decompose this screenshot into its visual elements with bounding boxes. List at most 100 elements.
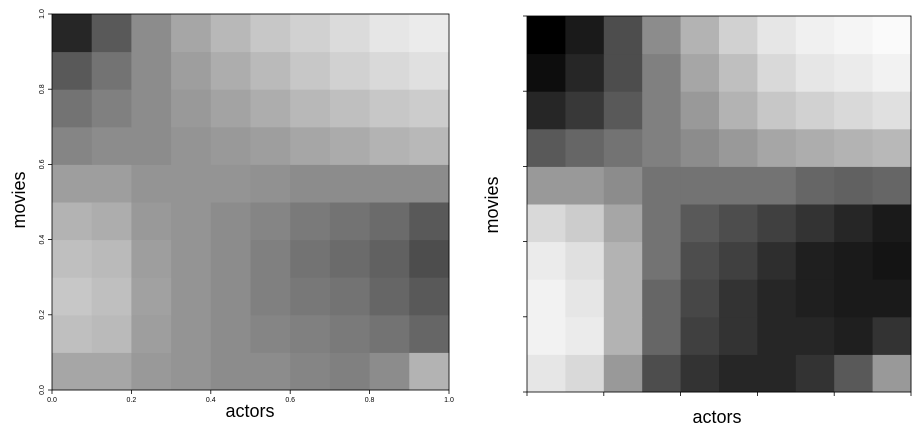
- heat-cell: [757, 91, 797, 130]
- heat-cell: [872, 166, 912, 205]
- heat-cell: [757, 53, 797, 92]
- heat-cell: [91, 51, 132, 90]
- heat-cell: [565, 16, 605, 55]
- heat-cell: [795, 316, 835, 355]
- heat-cell: [757, 316, 797, 355]
- heat-cell: [757, 16, 797, 55]
- heat-cell: [527, 204, 566, 243]
- heat-cell: [757, 128, 797, 167]
- x-tick-label: 1.0: [444, 397, 454, 404]
- heat-cell: [131, 202, 172, 241]
- heat-cell: [171, 126, 212, 165]
- heat-cell: [171, 352, 212, 391]
- heat-cell: [409, 126, 450, 165]
- heat-cell: [131, 277, 172, 316]
- heat-cell: [409, 14, 450, 53]
- heat-cell: [369, 126, 410, 165]
- heat-cell: [329, 314, 371, 353]
- heat-cell: [52, 277, 93, 316]
- heat-cell: [834, 91, 874, 130]
- heat-cell: [757, 354, 797, 393]
- heat-cell: [719, 53, 758, 92]
- heat-cell: [369, 314, 410, 353]
- y-tick-label: 1.0: [39, 9, 46, 19]
- heat-cell: [409, 314, 450, 353]
- heat-cell: [409, 51, 450, 90]
- heat-cell: [210, 164, 251, 203]
- heat-cell: [250, 14, 291, 53]
- heat-cell: [795, 16, 835, 55]
- heat-cell: [795, 166, 835, 205]
- heat-cell: [409, 202, 450, 241]
- heat-cell: [680, 241, 720, 280]
- y-tick-label: 0.4: [39, 235, 46, 245]
- heat-cell: [834, 128, 874, 167]
- heat-cell: [290, 314, 331, 353]
- x-tick-label: 0.8: [365, 397, 375, 404]
- heat-cell: [603, 204, 643, 243]
- heat-cell: [719, 204, 758, 243]
- x-tick-label: 0.0: [47, 397, 57, 404]
- heat-cell: [527, 279, 566, 318]
- heat-cell: [757, 241, 797, 280]
- heat-cell: [872, 316, 912, 355]
- heat-cell: [329, 352, 371, 391]
- heat-cell: [210, 126, 251, 165]
- heat-cell: [680, 128, 720, 167]
- heat-cell: [369, 14, 410, 53]
- heat-cell: [642, 241, 682, 280]
- heat-cell: [329, 277, 371, 316]
- heat-cell: [409, 164, 450, 203]
- heat-cell: [834, 204, 874, 243]
- heat-cell: [719, 316, 758, 355]
- y-tick-label: 0.8: [39, 84, 46, 94]
- heat-cell: [834, 279, 874, 318]
- heat-cell: [603, 241, 643, 280]
- heat-cell: [642, 204, 682, 243]
- heat-cell: [290, 202, 331, 241]
- heat-cell: [527, 241, 566, 280]
- heat-cell: [527, 166, 566, 205]
- heat-cell: [52, 352, 93, 391]
- heat-cell: [91, 126, 132, 165]
- heat-cell: [329, 126, 371, 165]
- heat-cell: [329, 164, 371, 203]
- heat-cell: [603, 128, 643, 167]
- heat-cell: [603, 316, 643, 355]
- heat-cell: [680, 279, 720, 318]
- heat-cell: [642, 354, 682, 393]
- heat-cell: [131, 314, 172, 353]
- heat-cell: [171, 14, 212, 53]
- heat-cell: [642, 91, 682, 130]
- heat-cell: [210, 202, 251, 241]
- heat-cell: [91, 89, 132, 128]
- y-axis-label: movies: [482, 176, 502, 233]
- heat-cell: [210, 14, 251, 53]
- heat-cell: [642, 279, 682, 318]
- heat-cell: [91, 14, 132, 53]
- heat-cell: [642, 166, 682, 205]
- heat-cell: [757, 279, 797, 318]
- heat-cell: [603, 16, 643, 55]
- heat-cell: [250, 51, 291, 90]
- heat-cell: [409, 277, 450, 316]
- heat-cell: [834, 166, 874, 205]
- heat-cell: [210, 239, 251, 278]
- heat-cell: [834, 53, 874, 92]
- heat-cell: [603, 354, 643, 393]
- heat-cell: [872, 16, 912, 55]
- heat-cell: [171, 202, 212, 241]
- heat-cell: [52, 51, 93, 90]
- heat-cell: [680, 91, 720, 130]
- y-tick-label: 0.2: [39, 310, 46, 320]
- heat-cell: [52, 239, 93, 278]
- heat-cell: [872, 204, 912, 243]
- heat-cell: [719, 16, 758, 55]
- heat-cell: [250, 277, 291, 316]
- heat-cell: [603, 53, 643, 92]
- x-tick-label: 0.4: [206, 397, 216, 404]
- heat-cell: [834, 241, 874, 280]
- heat-cell: [171, 89, 212, 128]
- heat-cell: [642, 53, 682, 92]
- heat-cell: [719, 354, 758, 393]
